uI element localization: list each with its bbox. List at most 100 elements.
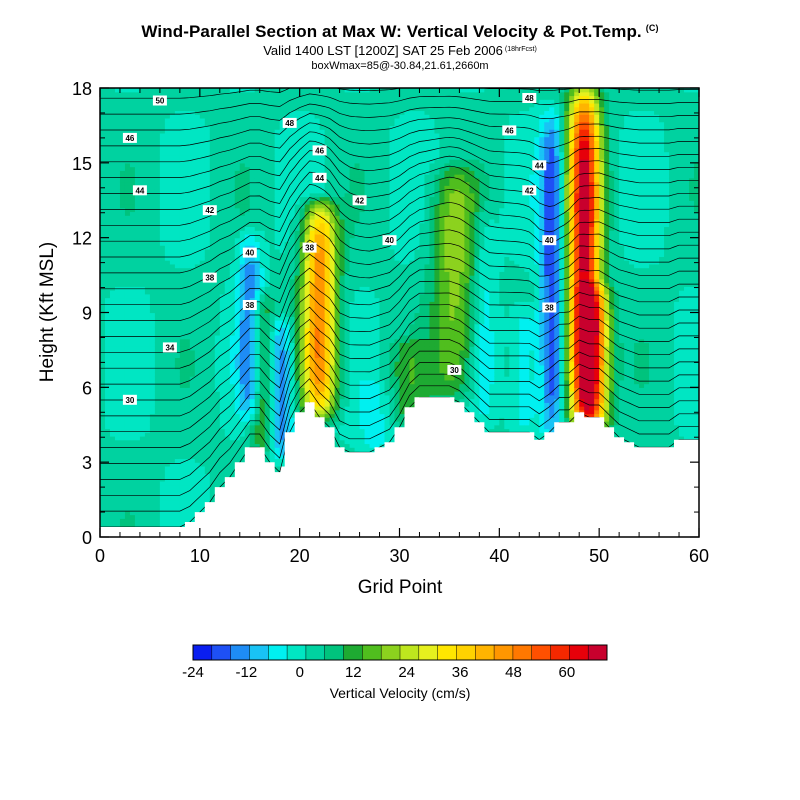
velocity-cell [219,417,226,422]
velocity-cell [100,398,106,403]
velocity-cell [164,121,171,127]
velocity-cell [129,409,136,415]
velocity-cell [144,102,151,108]
velocity-cell [109,278,116,284]
velocity-cell [104,237,111,243]
velocity-cell [219,473,226,478]
velocity-cell [189,450,196,456]
velocity-cell [264,450,271,456]
velocity-cell [289,189,296,194]
velocity-cell [224,316,231,321]
velocity-cell [279,189,286,194]
velocity-cell [244,417,251,422]
velocity-cell [114,492,121,497]
velocity-cell [169,189,176,194]
velocity-cell [239,117,246,123]
velocity-cell [204,136,211,141]
velocity-cell [254,91,261,97]
velocity-cell [269,159,276,164]
velocity-cell [199,203,206,209]
velocity-cell [144,162,151,168]
velocity-cell [139,406,146,411]
velocity-cell [129,432,136,437]
velocity-cell [104,342,111,347]
velocity-cell [159,319,166,325]
velocity-cell [119,290,126,295]
velocity-cell [164,308,171,314]
velocity-cell [164,297,171,302]
velocity-cell [139,196,146,201]
velocity-cell [174,226,181,231]
velocity-cell [229,114,236,119]
velocity-cell [124,383,131,388]
velocity-cell [314,125,321,130]
velocity-cell [134,121,141,127]
velocity-cell [129,125,136,130]
velocity-cell [134,162,141,168]
velocity-cell [329,361,336,366]
velocity-cell [194,338,201,344]
velocity-cell [274,379,281,385]
velocity-cell [124,170,131,175]
velocity-cell [244,233,251,239]
velocity-cell [124,469,131,474]
velocity-cell [199,488,206,493]
velocity-cell [319,278,326,284]
velocity-cell [209,147,216,153]
velocity-cell [169,507,176,512]
velocity-cell [139,218,146,224]
velocity-cell [100,102,106,108]
velocity-cell [119,323,126,329]
velocity-cell [274,222,281,228]
chart-title: Wind-Parallel Section at Max W: Vertical… [0,22,800,42]
velocity-cell [179,297,186,302]
velocity-cell [139,331,146,336]
velocity-cell [244,196,251,201]
velocity-cell [279,421,286,426]
velocity-cell [289,203,296,209]
velocity-cell [324,413,331,418]
velocity-cell [229,297,236,302]
velocity-cell [134,450,141,456]
velocity-cell [164,473,171,478]
velocity-cell [109,159,116,164]
velocity-cell [314,110,321,115]
velocity-cell [324,147,331,153]
velocity-cell [109,402,116,407]
velocity-cell [134,439,141,445]
velocity-cell [164,391,171,396]
velocity-cell [104,233,111,239]
velocity-cell [179,469,186,474]
velocity-cell [174,159,181,164]
velocity-cell [309,293,316,299]
velocity-cell [174,312,181,317]
velocity-cell [149,301,156,306]
velocity-cell [219,368,226,373]
velocity-cell [234,117,241,123]
velocity-cell [229,226,236,231]
velocity-cell [139,305,146,310]
velocity-cell [219,230,226,235]
velocity-cell [149,499,156,504]
velocity-cell [129,114,136,119]
velocity-cell [274,174,281,179]
velocity-cell [134,364,141,370]
velocity-cell [194,499,201,504]
velocity-cell [104,207,111,213]
velocity-cell [199,278,206,284]
velocity-cell [179,361,186,366]
velocity-cell [264,147,271,153]
velocity-cell [254,338,261,344]
velocity-cell [189,91,196,97]
velocity-cell [329,372,336,377]
velocity-cell [299,278,306,284]
velocity-cell [144,368,151,373]
velocity-cell [124,357,131,362]
velocity-cell [264,282,271,287]
velocity-cell [129,110,136,115]
velocity-cell [119,226,126,231]
velocity-cell [329,391,336,396]
velocity-cell [114,114,121,119]
velocity-cell [134,406,141,411]
velocity-cell [249,406,256,411]
